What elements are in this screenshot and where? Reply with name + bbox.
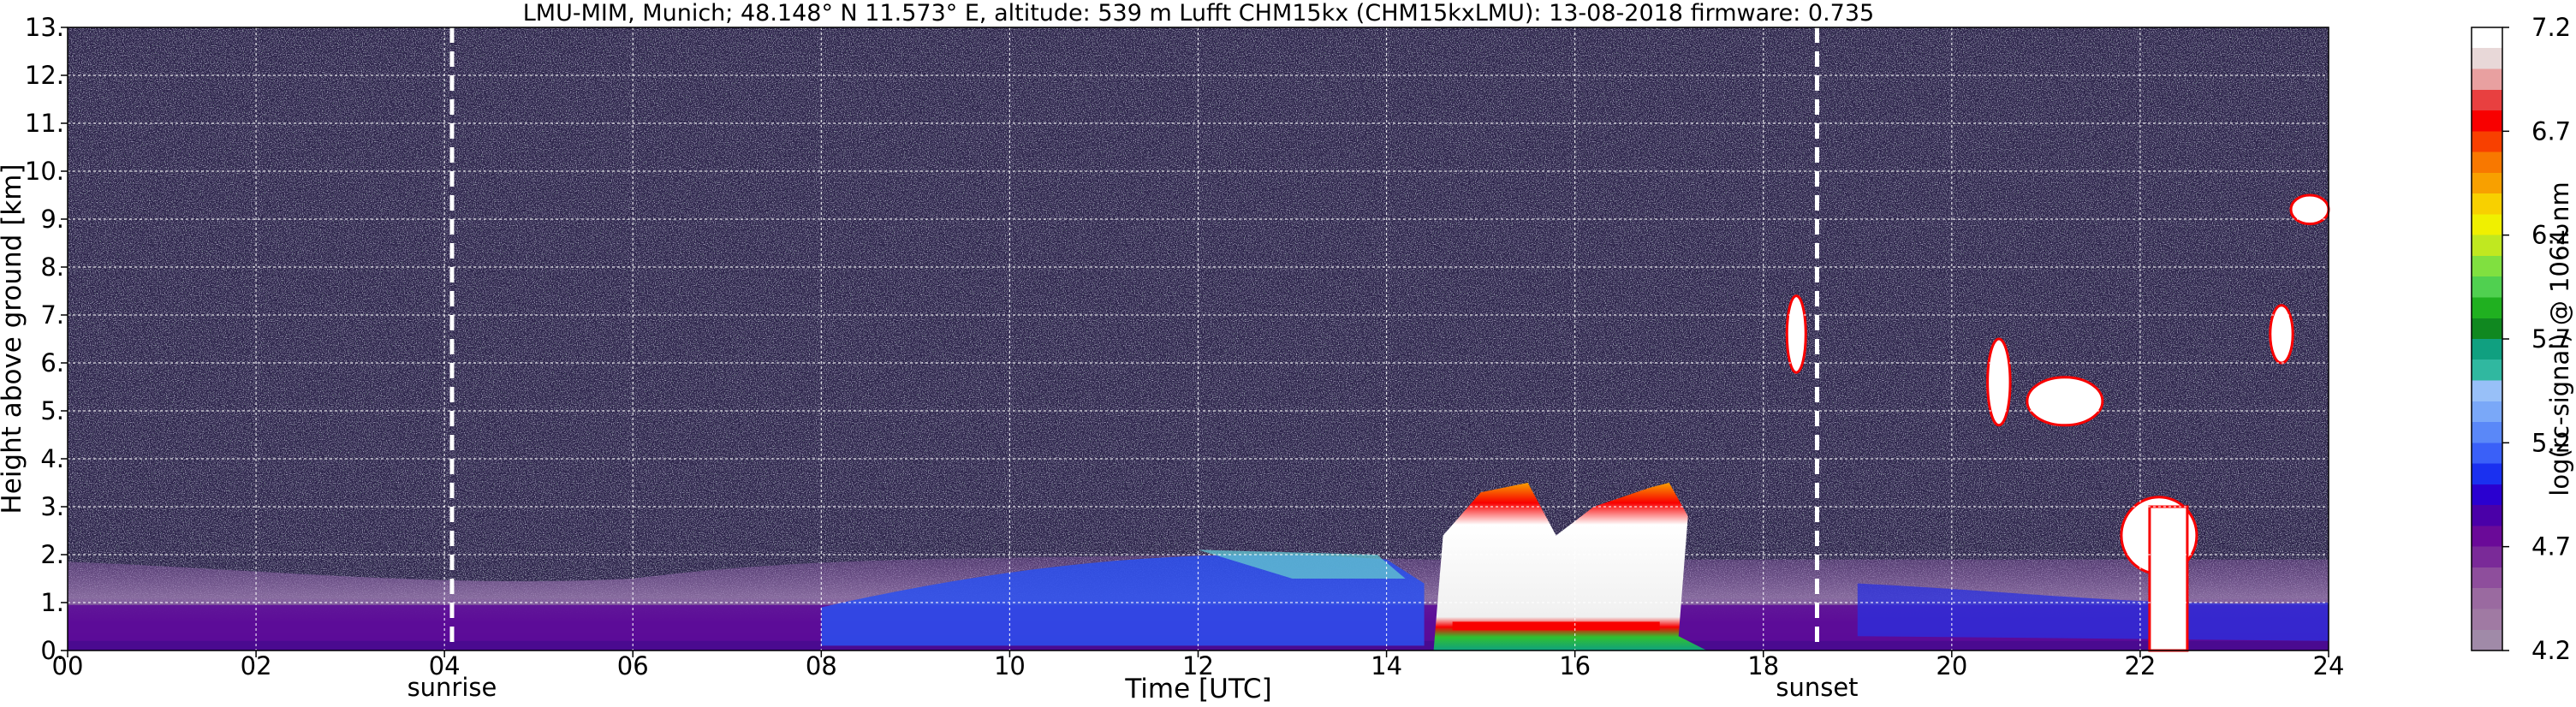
cloud-patch — [1785, 294, 1807, 374]
y-tick-label: 4. — [40, 444, 64, 473]
grid-lines — [68, 27, 2329, 651]
x-tick-label: 14 — [1371, 651, 1402, 680]
y-tick-label: 7. — [40, 300, 64, 330]
y-axis-label: Height above ground [km] — [0, 163, 27, 514]
colorbar-tick-label: 7.2 — [2531, 13, 2571, 42]
colorbar: 4.2 4.7 5.2 5.7 6.2 6.7 7.2 log(rc-signal) @ 1… — [2471, 13, 2574, 665]
y-tick-label: 11. — [25, 109, 64, 138]
x-tick-label: 22 — [2124, 651, 2156, 680]
y-tick-label: 8. — [40, 253, 64, 282]
evening-layer — [1857, 583, 2329, 641]
colorbar-label: log(rc-signal) @ 1064 nm — [2545, 181, 2574, 496]
cloud-patch — [1986, 337, 2012, 427]
x-tick-label: 04 — [429, 651, 461, 680]
y-tick-label: 10. — [25, 157, 64, 186]
colorbar-tick-label: 6.2 — [2531, 221, 2571, 250]
cloud-patch — [2026, 376, 2104, 427]
cloud-layer — [1433, 483, 1707, 651]
y-tick-label: 2. — [40, 540, 64, 569]
colorbar-tick-label: 6.7 — [2531, 116, 2571, 146]
colorbar-tick-label: 4.2 — [2531, 636, 2571, 665]
x-tick-label: 06 — [617, 651, 649, 680]
y-tick-label: 9. — [40, 205, 64, 234]
y-tick-label: 1. — [40, 588, 64, 617]
x-tick-label: 18 — [1747, 651, 1779, 680]
sun-event-label: sunset — [1776, 673, 1858, 702]
y-tick-label: 6. — [40, 348, 64, 377]
y-tick-label: 5. — [40, 396, 64, 425]
x-tick-label: 10 — [994, 651, 1026, 680]
convective-layer — [821, 555, 1425, 646]
colorbar-scale — [2471, 27, 2503, 651]
x-axis-ticks: 00 02 04 06 08 10 12 14 16 18 20 22 24 — [52, 651, 2345, 680]
plot-area — [67, 27, 2330, 652]
sun-event-labels: sunrise sunset — [408, 673, 1859, 702]
x-axis-label: Time [UTC] — [1124, 674, 1271, 704]
y-tick-label: 13. — [25, 13, 64, 42]
y-tick-label: 3. — [40, 492, 64, 521]
x-tick-label: 20 — [1936, 651, 1967, 680]
cloud-patch — [2269, 304, 2294, 365]
cloud-base — [1452, 621, 1660, 631]
layer-top — [1198, 550, 1406, 579]
y-tick-label: 12. — [25, 61, 64, 90]
colorbar-tick-label: 5.2 — [2531, 428, 2571, 457]
chart-title: LMU-MIM, Munich; 48.148° N 11.573° E, al… — [523, 0, 1874, 27]
sun-event-lines — [449, 27, 1819, 651]
colorbar-tick-label: 4.7 — [2531, 532, 2571, 561]
x-tick-label: 02 — [241, 651, 272, 680]
y-axis-ticks: 0. 1. 2. 3. 4. 5. 6. 7. 8. 9. 10. 11. 12. 13. — [25, 13, 68, 665]
y-tick-label: 0. — [40, 636, 64, 665]
x-tick-label: 08 — [806, 651, 837, 680]
sun-event-label: sunrise — [408, 673, 497, 702]
cloud-column — [2148, 505, 2189, 652]
x-tick-label: 12 — [1182, 651, 1214, 680]
x-tick-label: 24 — [2313, 651, 2345, 680]
colorbar-tick-label: 5.7 — [2531, 324, 2571, 354]
colorbar-ticks: 4.2 4.7 5.2 5.7 6.2 6.7 7.2 — [2502, 13, 2571, 665]
x-tick-label: 00 — [52, 651, 84, 680]
x-tick-label: 16 — [1559, 651, 1591, 680]
